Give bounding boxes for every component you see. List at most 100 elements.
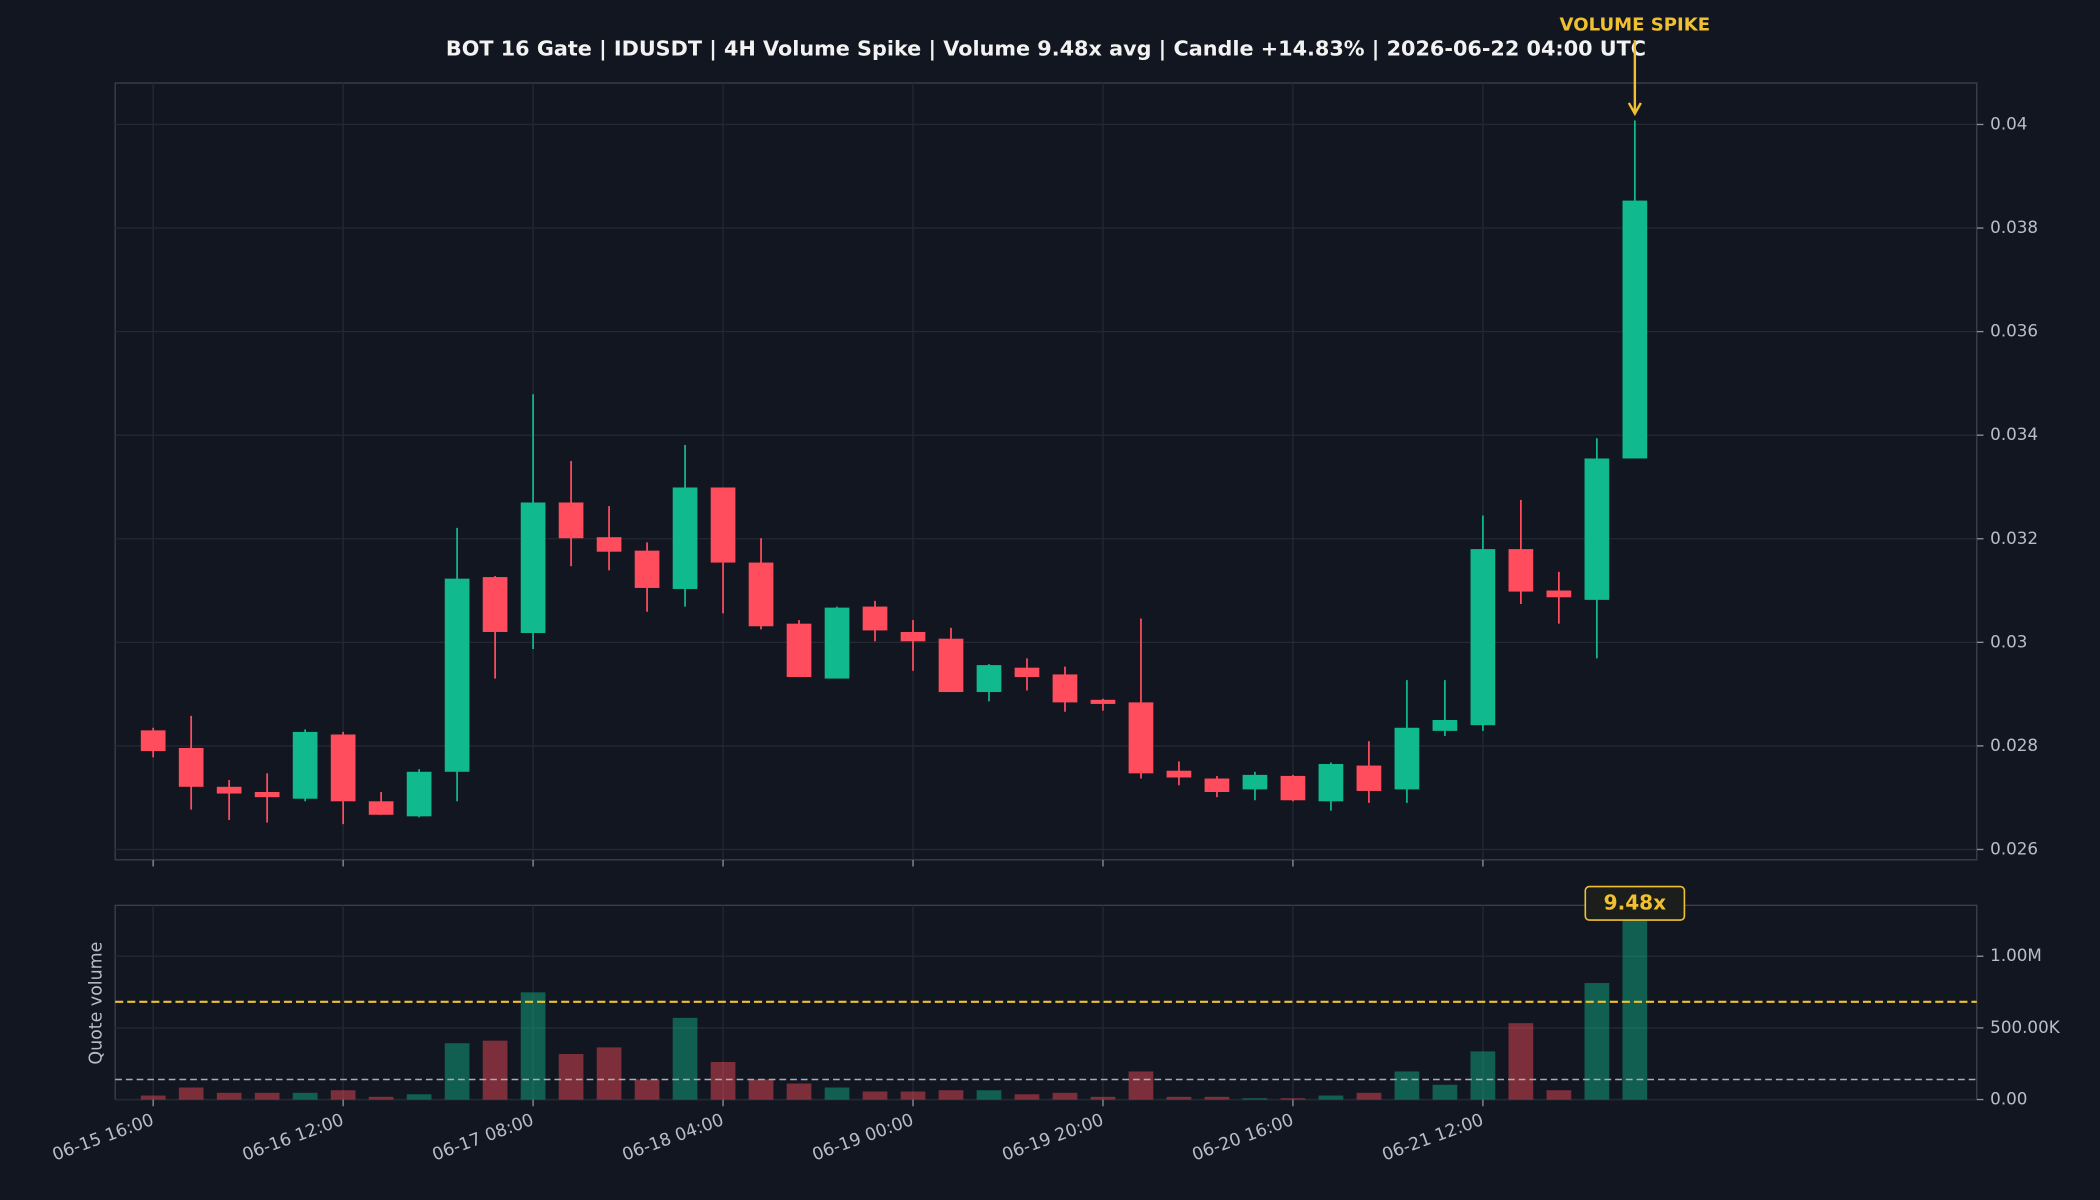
candle-body <box>1622 200 1648 459</box>
y-tick-label: 500.00K <box>1990 1017 2061 1037</box>
y-tick-label: 0.034 <box>1990 424 2038 444</box>
candle-body <box>710 487 736 563</box>
candle-body <box>976 665 1002 693</box>
candle-body <box>1204 778 1230 792</box>
candle-body <box>292 731 318 799</box>
candle-body <box>216 786 242 794</box>
volume-bar <box>558 1053 584 1100</box>
volume-bar <box>1356 1092 1382 1100</box>
candle-body <box>748 562 774 627</box>
chart-title: BOT 16 Gate | IDUSDT | 4H Volume Spike |… <box>446 37 1646 62</box>
volume-bar <box>748 1079 774 1100</box>
candle-body <box>862 606 888 631</box>
candle-body <box>786 623 812 678</box>
volume-bar <box>634 1079 660 1100</box>
y-axis-label: Quote volume <box>86 942 106 1065</box>
y-tick-label: 0.032 <box>1990 528 2038 548</box>
candle-body <box>672 487 698 589</box>
candle-body <box>558 502 584 539</box>
volume-bar <box>1508 1023 1534 1100</box>
volume-bar <box>216 1092 242 1100</box>
candle-body <box>254 791 280 798</box>
candle-body <box>1052 674 1078 703</box>
candle-body <box>520 502 546 633</box>
volume-bar <box>406 1094 432 1100</box>
volume-bar <box>1432 1084 1458 1100</box>
volume-bar <box>1090 1096 1116 1100</box>
candle-body <box>140 730 166 752</box>
annotation-arrowhead <box>1627 102 1642 117</box>
candle-body <box>406 771 432 817</box>
volume-bar <box>1052 1092 1078 1100</box>
volume-bar <box>824 1087 850 1100</box>
y-tick-label: 0.038 <box>1990 217 2038 237</box>
price-panel <box>114 82 1978 861</box>
candle-body <box>596 537 622 552</box>
volume-bar <box>444 1043 470 1100</box>
candle-body <box>938 638 964 693</box>
volume-bar <box>1014 1094 1040 1100</box>
volume-bar <box>368 1096 394 1100</box>
candle-body <box>1318 764 1344 802</box>
volume-bar <box>520 992 546 1100</box>
candle-body <box>482 577 508 632</box>
y-tick-label: 0.03 <box>1990 631 2027 651</box>
y-tick-label: 0.026 <box>1990 838 2038 858</box>
candle-body <box>330 734 356 802</box>
volume-bar <box>1242 1098 1268 1100</box>
y-tick-label: 1.00M <box>1990 945 2042 965</box>
volume-bar <box>786 1083 812 1100</box>
candle-body <box>1546 590 1572 598</box>
candle-body <box>900 631 926 642</box>
candle-body <box>1584 458 1610 600</box>
volume-bar <box>292 1092 318 1100</box>
volume-bar <box>1204 1096 1230 1100</box>
volume-bar <box>672 1017 698 1100</box>
y-tick-label: 0.028 <box>1990 735 2038 755</box>
candle-body <box>178 747 204 787</box>
candle-body <box>1432 719 1458 731</box>
volume-bar <box>1318 1095 1344 1100</box>
volume-bar <box>976 1090 1002 1100</box>
candle-body <box>1166 770 1192 778</box>
y-tick-label: 0.04 <box>1990 113 2027 133</box>
volume-bar <box>710 1062 736 1100</box>
badge-box <box>1584 885 1686 921</box>
y-tick-label: 0.00 <box>1990 1089 2027 1109</box>
volume-bar <box>178 1087 204 1100</box>
volume-bar <box>596 1047 622 1100</box>
candle-body <box>444 578 470 772</box>
candle-body <box>1356 765 1382 791</box>
candle-body <box>1242 774 1268 790</box>
volume-bar <box>900 1091 926 1100</box>
volume-bar <box>330 1090 356 1100</box>
volume-bar <box>1470 1051 1496 1100</box>
candle-body <box>1394 727 1420 790</box>
annotation: VOLUME SPIKE <box>1560 14 1711 35</box>
candle-body <box>1090 699 1116 704</box>
volume-bar <box>482 1040 508 1100</box>
candle-body <box>1508 549 1534 592</box>
volume-bar <box>1546 1090 1572 1100</box>
candle-body <box>1470 549 1496 726</box>
volume-bar <box>254 1092 280 1100</box>
candle-body <box>1280 775 1306 801</box>
volume-bar <box>140 1095 166 1100</box>
volume-bar <box>1622 908 1648 1100</box>
volume-bar <box>1128 1071 1154 1100</box>
volume-bar <box>1584 983 1610 1100</box>
candle-body <box>1014 667 1040 678</box>
candle-body <box>1128 702 1154 774</box>
volume-bar <box>1280 1098 1306 1100</box>
candle-body <box>368 801 394 815</box>
volume-bar <box>1394 1071 1420 1100</box>
badge-label: 9.48x <box>1604 891 1667 915</box>
volume-bar <box>938 1090 964 1100</box>
y-tick-label: 0.036 <box>1990 321 2038 341</box>
candle-body <box>824 607 850 679</box>
candle-body <box>634 550 660 588</box>
volume-bar <box>1166 1096 1192 1100</box>
volume-bar <box>862 1091 888 1100</box>
